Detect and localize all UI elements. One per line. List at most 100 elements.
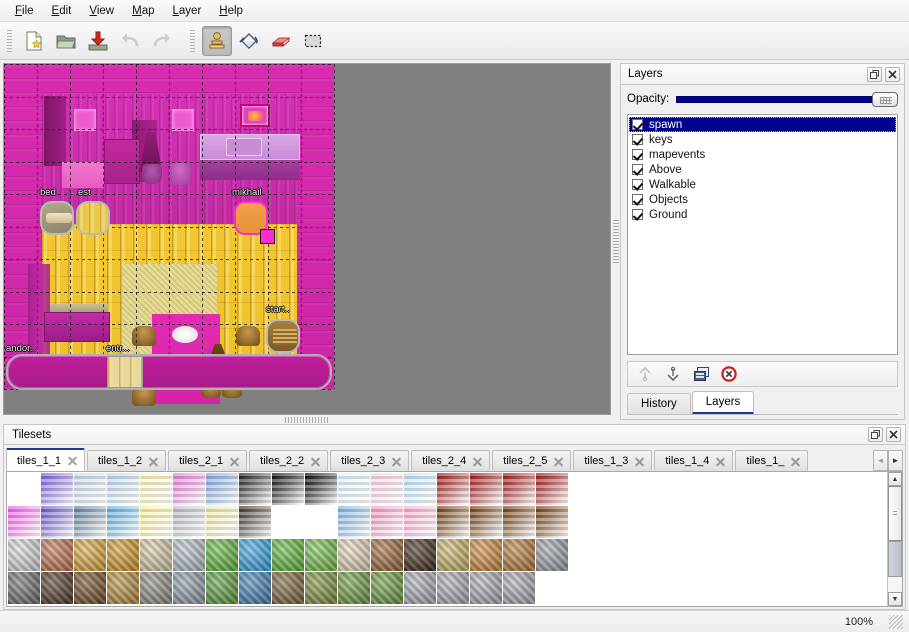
tileset-tab-close-icon[interactable] <box>391 456 402 467</box>
close-icon[interactable] <box>885 66 900 82</box>
dock-tab-layers[interactable]: Layers <box>691 391 755 414</box>
tileset-tile[interactable] <box>569 539 601 571</box>
tileset-tab-tiles_2_5[interactable]: tiles_2_5 <box>492 450 572 471</box>
tileset-tab-close-icon[interactable] <box>634 456 645 467</box>
tileset-tile[interactable] <box>305 506 337 538</box>
tileset-tile[interactable] <box>239 473 271 505</box>
tileset-tile[interactable] <box>404 539 436 571</box>
tileset-tile[interactable] <box>371 572 403 604</box>
tileset-tile[interactable] <box>206 539 238 571</box>
layer-row-objects[interactable]: Objects <box>629 192 896 207</box>
rectangle-select-tool[interactable] <box>298 26 328 56</box>
resize-grip-icon[interactable] <box>889 614 903 629</box>
main-vertical-splitter[interactable] <box>611 60 620 424</box>
opacity-slider[interactable] <box>676 90 898 108</box>
tileset-tile[interactable] <box>206 572 238 604</box>
tileset-tile[interactable] <box>437 473 469 505</box>
tileset-tile[interactable] <box>206 473 238 505</box>
tileset-tile[interactable] <box>41 572 73 604</box>
tileset-tile[interactable] <box>272 506 304 538</box>
tileset-scrollbar[interactable]: ▲ ▼ <box>887 472 902 606</box>
tileset-tile[interactable] <box>140 473 172 505</box>
tileset-tile[interactable] <box>74 473 106 505</box>
dock-tab-history[interactable]: History <box>627 393 691 414</box>
layer-visibility-checkbox[interactable] <box>632 179 643 190</box>
tileset-tile[interactable] <box>173 506 205 538</box>
menu-view[interactable]: View <box>89 5 115 17</box>
float-icon[interactable] <box>868 427 883 442</box>
selection-resize-handle[interactable] <box>260 229 275 244</box>
tileset-tile[interactable] <box>140 572 172 604</box>
tileset-tile[interactable] <box>305 572 337 604</box>
tileset-tile[interactable] <box>206 506 238 538</box>
layer-visibility-checkbox[interactable] <box>632 149 643 160</box>
tileset-tile[interactable] <box>371 473 403 505</box>
open-map-button[interactable] <box>51 26 81 56</box>
tileset-tile[interactable] <box>569 506 601 538</box>
tileset-tile[interactable] <box>107 473 139 505</box>
tileset-tab-close-icon[interactable] <box>148 456 159 467</box>
tileset-tab-tiles_2_2[interactable]: tiles_2_2 <box>249 450 329 471</box>
tileset-grid[interactable] <box>7 472 887 606</box>
layer-visibility-checkbox[interactable] <box>632 119 643 130</box>
tileset-tile[interactable] <box>569 572 601 604</box>
tileset-tile[interactable] <box>74 572 106 604</box>
tileset-tile[interactable] <box>470 572 502 604</box>
tileset-tab-tiles_2_1[interactable]: tiles_2_1 <box>168 450 248 471</box>
layer-row-mapevents[interactable]: mapevents <box>629 147 896 162</box>
tileset-tile[interactable] <box>272 539 304 571</box>
tileset-tab-close-icon[interactable] <box>229 456 240 467</box>
tileset-tile[interactable] <box>437 506 469 538</box>
tileset-tile[interactable] <box>239 506 271 538</box>
undo-button[interactable] <box>115 26 145 56</box>
toolbar-grip-left[interactable] <box>5 27 14 54</box>
save-map-button[interactable] <box>83 26 113 56</box>
tileset-tile[interactable] <box>338 473 370 505</box>
layer-visibility-checkbox[interactable] <box>632 134 643 145</box>
tileset-scrollbar-track[interactable] <box>888 486 902 592</box>
tileset-tile[interactable] <box>338 572 370 604</box>
tileset-scrollbar-thumb[interactable] <box>888 486 902 542</box>
new-map-button[interactable] <box>19 26 49 56</box>
tileset-tab-tiles_1_3[interactable]: tiles_1_3 <box>573 450 653 471</box>
tileset-tile[interactable] <box>338 539 370 571</box>
layer-row-walkable[interactable]: Walkable <box>629 177 896 192</box>
close-icon[interactable] <box>886 427 901 442</box>
tileset-tile[interactable] <box>470 473 502 505</box>
map-canvas[interactable]: bed est mikhail andor.. entr... start.. <box>4 64 335 406</box>
menu-edit[interactable]: Edit <box>51 5 72 17</box>
tileset-tile[interactable] <box>404 572 436 604</box>
tileset-tile[interactable] <box>272 473 304 505</box>
tileset-tab-close-icon[interactable] <box>472 456 483 467</box>
tileset-tile[interactable] <box>41 539 73 571</box>
redo-button[interactable] <box>147 26 177 56</box>
eraser-tool[interactable] <box>266 26 296 56</box>
tileset-tile[interactable] <box>437 539 469 571</box>
stamp-brush-tool[interactable] <box>202 25 232 56</box>
tileset-tile[interactable] <box>503 572 535 604</box>
tileset-tile[interactable] <box>8 539 40 571</box>
tileset-tile[interactable] <box>404 506 436 538</box>
tileset-tab-tiles_1_4[interactable]: tiles_1_4 <box>654 450 734 471</box>
tileset-tile[interactable] <box>503 473 535 505</box>
tileset-tab-close-icon[interactable] <box>790 456 801 467</box>
scroll-down-icon[interactable]: ▼ <box>888 592 902 606</box>
tileset-tile[interactable] <box>503 539 535 571</box>
tileset-tile[interactable] <box>437 572 469 604</box>
tileset-tile[interactable] <box>107 539 139 571</box>
tileset-tab-close-icon[interactable] <box>310 456 321 467</box>
layer-visibility-checkbox[interactable] <box>632 194 643 205</box>
tileset-tile[interactable] <box>569 473 601 505</box>
lower-layer-button[interactable] <box>664 365 682 383</box>
tileset-tile[interactable] <box>470 539 502 571</box>
tileset-tab-close-icon[interactable] <box>715 456 726 467</box>
tileset-tile[interactable] <box>74 539 106 571</box>
layer-visibility-checkbox[interactable] <box>632 209 643 220</box>
tileset-tile[interactable] <box>8 572 40 604</box>
delete-layer-button[interactable] <box>720 365 738 383</box>
tileset-tile[interactable] <box>239 572 271 604</box>
map-bottom-wall-object[interactable] <box>6 354 332 390</box>
tileset-tile[interactable] <box>107 506 139 538</box>
tileset-scroll-left-button[interactable]: ◄ <box>873 450 888 471</box>
tileset-tile[interactable] <box>305 473 337 505</box>
